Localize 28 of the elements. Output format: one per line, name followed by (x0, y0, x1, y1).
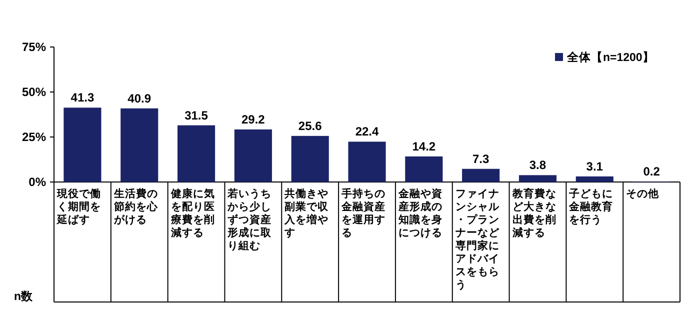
data-label: 3.8 (529, 158, 546, 172)
data-label: 25.6 (298, 118, 322, 133)
y-tick-label: 50% (22, 85, 46, 99)
data-label: 22.4 (355, 124, 379, 139)
bar (348, 142, 386, 182)
y-tick-label: 75% (22, 40, 46, 54)
bar (576, 176, 614, 182)
data-label: 3.1 (586, 159, 604, 174)
data-label: 41.3 (70, 90, 94, 105)
bar (64, 108, 102, 182)
bar (234, 129, 272, 182)
y-tick-label: 25% (22, 130, 46, 144)
bar (291, 136, 329, 182)
data-label: 7.3 (472, 152, 490, 166)
y-tick-label: 0% (28, 175, 46, 189)
data-label: 0.2 (643, 164, 660, 179)
data-label: 29.2 (242, 112, 266, 126)
data-label: 40.9 (128, 91, 152, 106)
bar (120, 108, 158, 182)
bar (462, 168, 500, 182)
bar (177, 125, 216, 182)
data-label: 14.2 (412, 139, 436, 154)
data-label: 31.5 (184, 108, 208, 122)
legend-label: 全体【n=1200】 (566, 50, 654, 64)
bar (405, 156, 443, 182)
text: n数 (14, 290, 34, 303)
legend: 全体【n=1200】 (555, 52, 654, 64)
bar (518, 175, 557, 182)
